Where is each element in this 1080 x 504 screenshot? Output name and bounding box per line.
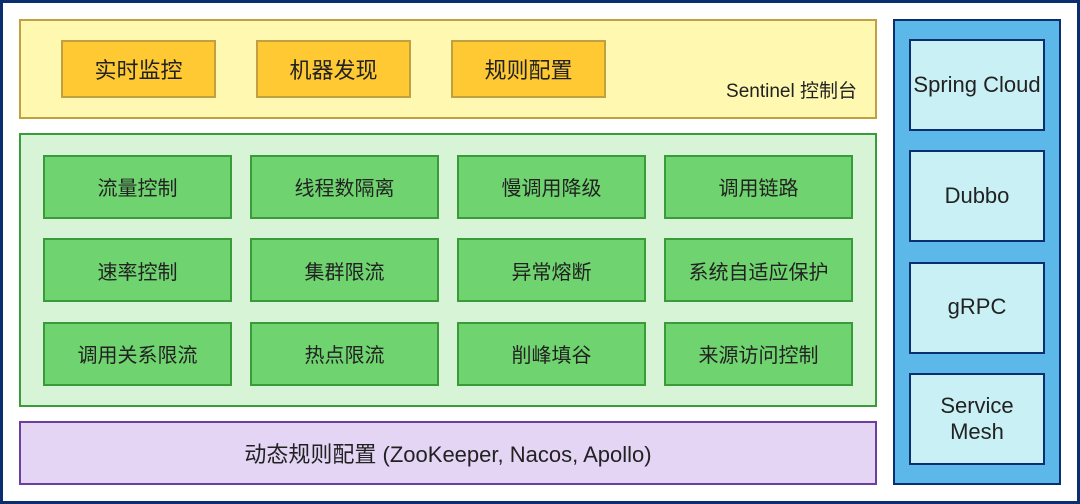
mid-box-0-0: 流量控制 (43, 155, 232, 219)
mid-box-1-2: 异常熔断 (457, 238, 646, 302)
mid-box-1-1: 集群限流 (250, 238, 439, 302)
top-box-2: 规则配置 (451, 40, 606, 98)
left-column: 实时监控 机器发现 规则配置 Sentinel 控制台 流量控制 线程数隔离 慢… (19, 19, 877, 485)
mid-row-2: 调用关系限流 热点限流 削峰填谷 来源访问控制 (43, 322, 853, 386)
mid-box-1-3: 系统自适应保护 (664, 238, 853, 302)
diagram-canvas: 实时监控 机器发现 规则配置 Sentinel 控制台 流量控制 线程数隔离 慢… (0, 0, 1080, 504)
top-panel-label: Sentinel 控制台 (726, 76, 857, 103)
mid-row-1: 速率控制 集群限流 异常熔断 系统自适应保护 (43, 238, 853, 302)
right-box-2: gRPC (909, 262, 1045, 354)
mid-panel: 流量控制 线程数隔离 慢调用降级 调用链路 速率控制 集群限流 异常熔断 系统自… (19, 133, 877, 407)
mid-box-2-0: 调用关系限流 (43, 322, 232, 386)
right-panel: Spring Cloud Dubbo gRPC Service Mesh (893, 19, 1061, 485)
mid-row-0: 流量控制 线程数隔离 慢调用降级 调用链路 (43, 155, 853, 219)
right-box-0: Spring Cloud (909, 39, 1045, 131)
mid-box-0-1: 线程数隔离 (250, 155, 439, 219)
mid-box-0-3: 调用链路 (664, 155, 853, 219)
top-box-0: 实时监控 (61, 40, 216, 98)
mid-box-2-3: 来源访问控制 (664, 322, 853, 386)
top-panel: 实时监控 机器发现 规则配置 Sentinel 控制台 (19, 19, 877, 119)
right-box-1: Dubbo (909, 150, 1045, 242)
bottom-panel: 动态规则配置 (ZooKeeper, Nacos, Apollo) (19, 421, 877, 485)
mid-box-2-1: 热点限流 (250, 322, 439, 386)
mid-box-2-2: 削峰填谷 (457, 322, 646, 386)
mid-box-0-2: 慢调用降级 (457, 155, 646, 219)
right-box-3: Service Mesh (909, 373, 1045, 465)
top-box-1: 机器发现 (256, 40, 411, 98)
mid-box-1-0: 速率控制 (43, 238, 232, 302)
